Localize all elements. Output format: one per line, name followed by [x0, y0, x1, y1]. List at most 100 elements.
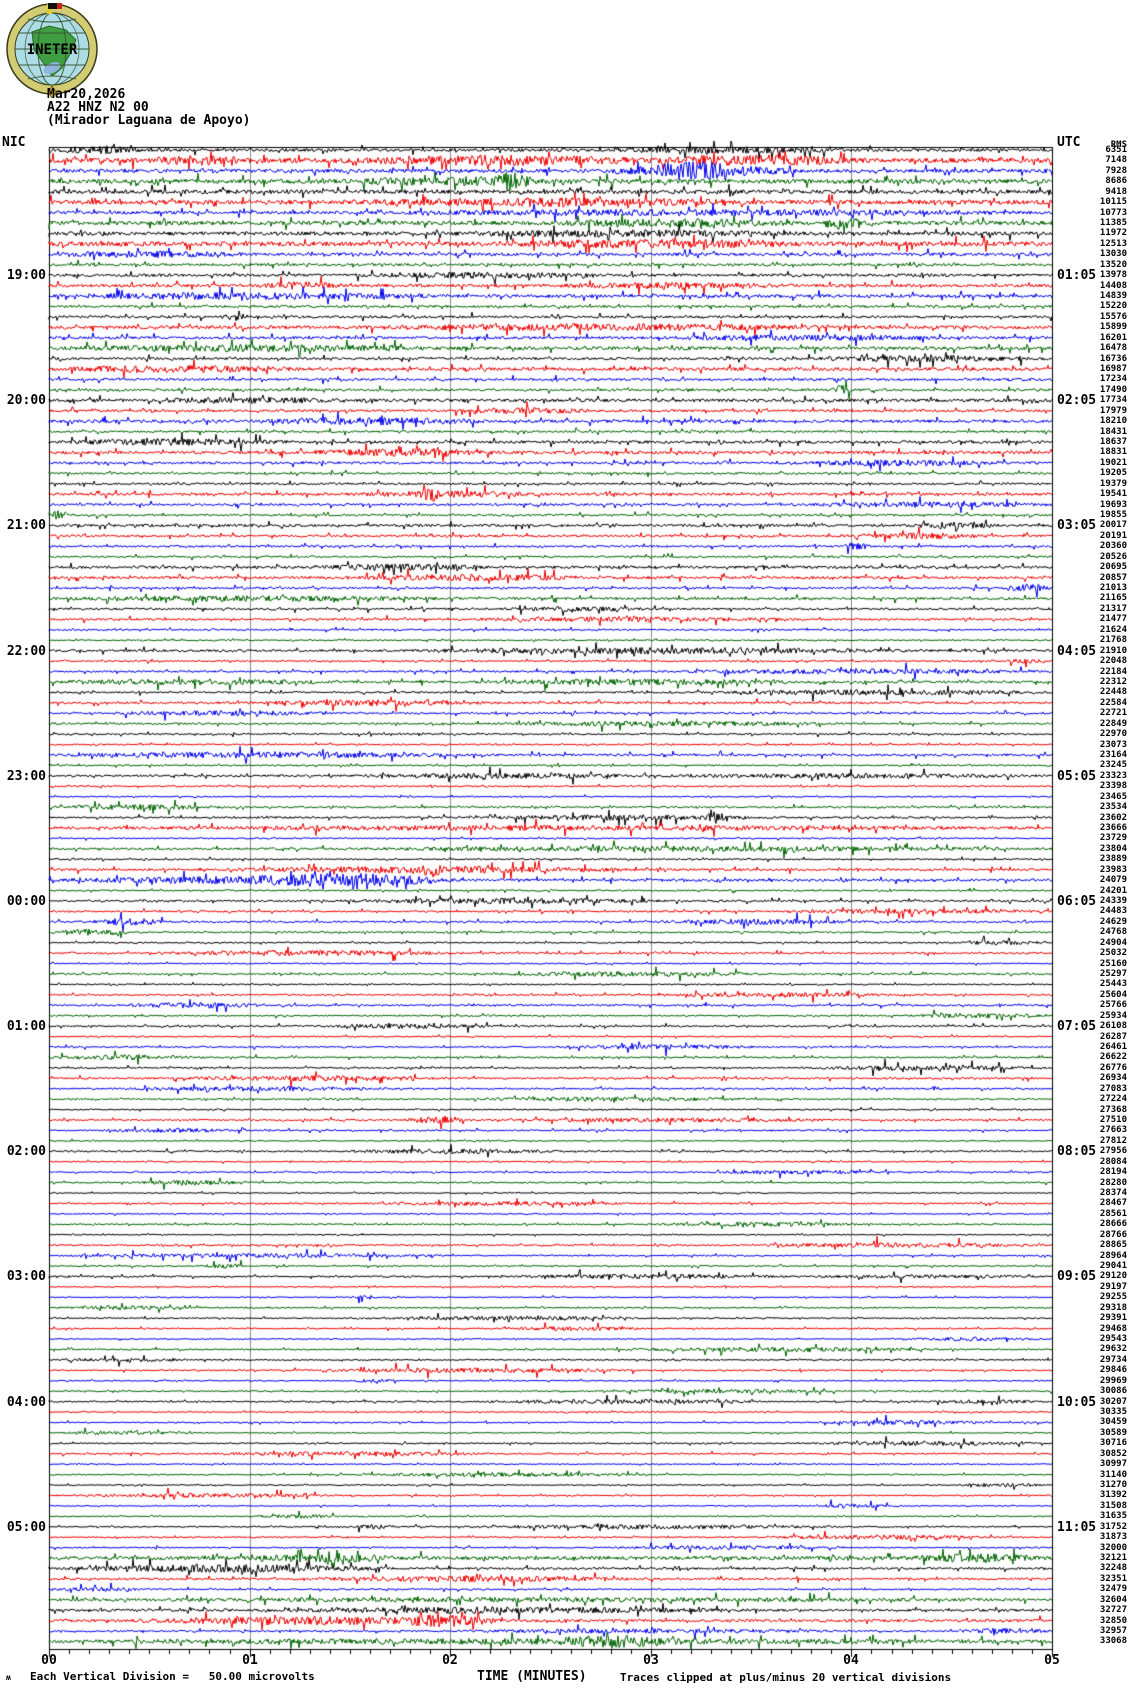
- rms-value: 29734: [1099, 1355, 1127, 1365]
- hour-label-left: 00:00: [6, 894, 46, 909]
- hour-label-right: 10:05: [1057, 1395, 1097, 1410]
- rms-value: 22184: [1099, 667, 1127, 677]
- rms-value: 11385: [1099, 218, 1127, 228]
- rms-value: 24079: [1099, 875, 1127, 885]
- rms-value: 29391: [1099, 1313, 1127, 1323]
- rms-value: 29846: [1099, 1365, 1127, 1375]
- rms-value: 22312: [1099, 677, 1127, 687]
- rms-value: 23465: [1099, 792, 1127, 802]
- hour-label-left: 23:00: [6, 769, 46, 784]
- rms-value: 29318: [1099, 1303, 1127, 1313]
- rms-value: 28666: [1099, 1219, 1127, 1229]
- hour-label-right: 03:05: [1057, 518, 1097, 533]
- x-tick-label: 00: [41, 1653, 57, 1668]
- hour-label-right: 07:05: [1057, 1019, 1097, 1034]
- rms-value: 32479: [1099, 1584, 1127, 1594]
- rms-value: 26461: [1099, 1042, 1127, 1052]
- x-tick-label: 05: [1044, 1653, 1060, 1668]
- rms-value: 20360: [1099, 541, 1127, 551]
- rms-value: 28964: [1099, 1251, 1127, 1261]
- hour-label-left: 22:00: [6, 644, 46, 659]
- rms-value: 8686: [1105, 176, 1127, 186]
- rms-value: 22970: [1099, 729, 1127, 739]
- rms-value: 21477: [1099, 614, 1127, 624]
- rms-value: 15576: [1099, 312, 1127, 322]
- rms-value: 26108: [1099, 1021, 1127, 1031]
- rms-value: 25934: [1099, 1011, 1127, 1021]
- rms-value: 16987: [1099, 364, 1127, 374]
- rms-value: 27083: [1099, 1084, 1127, 1094]
- rms-value: 22849: [1099, 719, 1127, 729]
- utc-label: UTC: [1057, 135, 1081, 150]
- rms-value: 31508: [1099, 1501, 1127, 1511]
- rms-value: 13520: [1099, 260, 1127, 270]
- rms-value: 24904: [1099, 938, 1127, 948]
- rms-value: 22584: [1099, 698, 1127, 708]
- rms-value: 23666: [1099, 823, 1127, 833]
- rms-value: 32727: [1099, 1605, 1127, 1615]
- rms-value: 29632: [1099, 1344, 1127, 1354]
- rms-value: 27663: [1099, 1125, 1127, 1135]
- rms-value: 25297: [1099, 969, 1127, 979]
- rms-value: 26934: [1099, 1073, 1127, 1083]
- rms-value: 24483: [1099, 906, 1127, 916]
- rms-value: 23729: [1099, 833, 1127, 843]
- rms-value: 27368: [1099, 1105, 1127, 1115]
- rms-value: 20526: [1099, 552, 1127, 562]
- rms-value: 29041: [1099, 1261, 1127, 1271]
- rms-value: 32850: [1099, 1616, 1127, 1626]
- rms-value: 28194: [1099, 1167, 1127, 1177]
- rms-value: 28280: [1099, 1178, 1127, 1188]
- rms-value: 31873: [1099, 1532, 1127, 1542]
- rms-value: 31392: [1099, 1490, 1127, 1500]
- rms-value: 31140: [1099, 1470, 1127, 1480]
- rms-value: 32351: [1099, 1574, 1127, 1584]
- hour-label-left: 03:00: [6, 1269, 46, 1284]
- rms-value: 24339: [1099, 896, 1127, 906]
- rms-value: 25443: [1099, 979, 1127, 989]
- rms-value: 32957: [1099, 1626, 1127, 1636]
- rms-value: 32000: [1099, 1543, 1127, 1553]
- rms-value: 20857: [1099, 573, 1127, 583]
- hour-label-left: 20:00: [6, 393, 46, 408]
- rms-value: 30997: [1099, 1459, 1127, 1469]
- header-station: A22 HNZ N2 00: [47, 100, 149, 115]
- hour-label-right: 06:05: [1057, 894, 1097, 909]
- hour-label-right: 04:05: [1057, 644, 1097, 659]
- rms-value: 24201: [1099, 886, 1127, 896]
- rms-value: 18831: [1099, 447, 1127, 457]
- rms-value: 31635: [1099, 1511, 1127, 1521]
- rms-value: 28467: [1099, 1198, 1127, 1208]
- rms-value: 30716: [1099, 1438, 1127, 1448]
- x-tick-label: 04: [843, 1653, 859, 1668]
- hour-label-right: 05:05: [1057, 769, 1097, 784]
- hour-label-left: 05:00: [6, 1520, 46, 1535]
- rms-value: 26776: [1099, 1063, 1127, 1073]
- rms-value: 29468: [1099, 1324, 1127, 1334]
- rms-value: 29197: [1099, 1282, 1127, 1292]
- rms-value: 13030: [1099, 249, 1127, 259]
- micro-glyph: ʍ: [6, 1673, 11, 1682]
- rms-value: 15899: [1099, 322, 1127, 332]
- rms-value: 30852: [1099, 1449, 1127, 1459]
- rms-value: 32604: [1099, 1595, 1127, 1605]
- rms-value: 28766: [1099, 1230, 1127, 1240]
- rms-value: 28561: [1099, 1209, 1127, 1219]
- rms-value: 23602: [1099, 813, 1127, 823]
- rms-value: 23323: [1099, 771, 1127, 781]
- rms-value: 28084: [1099, 1157, 1127, 1167]
- rms-value: 23889: [1099, 854, 1127, 864]
- rms-value: 23164: [1099, 750, 1127, 760]
- rms-value: 20191: [1099, 531, 1127, 541]
- ineter-logo-icon: INETER: [6, 3, 98, 98]
- rms-value: 32121: [1099, 1553, 1127, 1563]
- rms-value: 30207: [1099, 1397, 1127, 1407]
- x-tick-label: 01: [242, 1653, 258, 1668]
- rms-header: RMS: [1110, 140, 1127, 150]
- rms-value: 30086: [1099, 1386, 1127, 1396]
- header-site: (Mirador Laguana de Apoyo): [47, 113, 251, 128]
- hour-label-left: 21:00: [6, 518, 46, 533]
- rms-value: 24629: [1099, 917, 1127, 927]
- rms-value: 25766: [1099, 1000, 1127, 1010]
